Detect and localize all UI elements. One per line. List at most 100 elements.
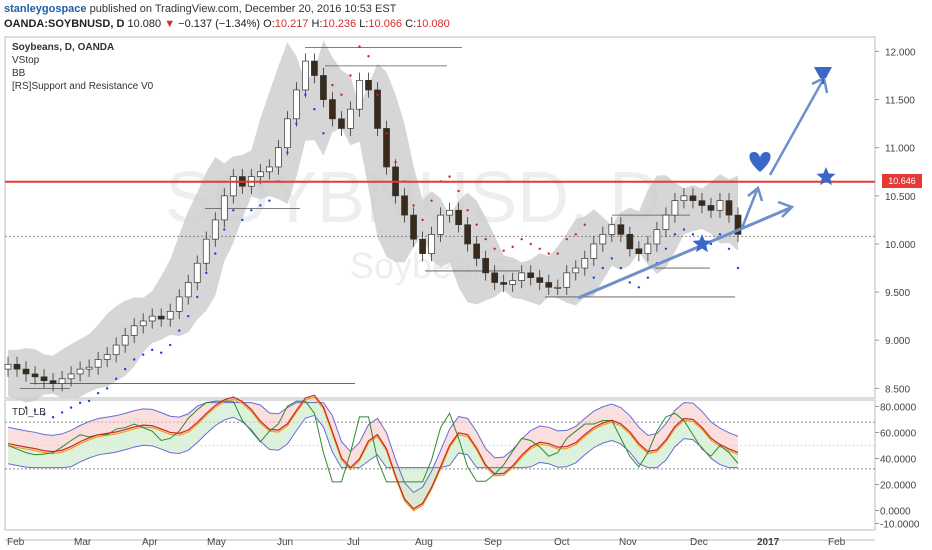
vstop-dot <box>187 314 190 318</box>
vstop-dot <box>205 271 208 275</box>
vstop-dot <box>349 74 352 77</box>
price-tick-label: 8.500 <box>885 384 910 395</box>
vstop-dot <box>538 247 541 250</box>
low-value: 10.066 <box>368 18 403 30</box>
candle-body <box>491 272 499 283</box>
vstop-dot <box>295 122 298 125</box>
vstop-dot <box>385 132 388 135</box>
candle-body <box>112 344 120 356</box>
vstop-dot <box>259 204 262 207</box>
candle-body <box>590 243 598 259</box>
star-icon <box>816 167 836 186</box>
candle-body <box>446 209 453 216</box>
legend-title: Soybeans, D, OANDA <box>12 42 115 53</box>
price-tick-label: 11.000 <box>885 144 915 155</box>
candle-body <box>572 267 580 274</box>
time-tick-label: Sep <box>484 537 502 548</box>
vstop-dot <box>394 160 397 164</box>
candle-body <box>4 363 12 370</box>
candle-body <box>85 366 93 370</box>
low-label: L: <box>359 18 369 30</box>
candle-body <box>401 195 408 216</box>
candle-body <box>662 214 670 230</box>
candle-body <box>410 214 417 240</box>
candle-body <box>103 354 111 360</box>
candle-body <box>365 79 372 91</box>
candle-body <box>148 315 156 322</box>
vstop-dot <box>69 406 73 409</box>
vstop-dot <box>178 329 181 332</box>
candle-body <box>302 60 309 91</box>
time-tick-label: Jun <box>277 537 293 548</box>
vstop-dot <box>367 55 370 58</box>
time-tick-label: Nov <box>619 537 637 548</box>
vstop-dot <box>475 223 478 226</box>
legend-item-sr[interactable]: [RS]Support and Resistance V0 <box>12 81 154 92</box>
legend-item-vstop[interactable]: VStop <box>12 55 40 66</box>
vstop-dot <box>673 233 677 236</box>
candle-body <box>40 376 48 382</box>
candle-body <box>166 311 174 320</box>
candle-body <box>13 363 21 370</box>
candle-body <box>94 359 102 368</box>
open-value: 10.217 <box>274 18 309 30</box>
vstop-dot <box>502 249 505 252</box>
vstop-dot <box>421 218 424 222</box>
tdi-pane-frame <box>4 399 876 531</box>
candle-body <box>689 195 697 202</box>
tdi-lower-fill <box>8 397 738 511</box>
time-tick-label: Feb <box>7 537 25 548</box>
candle-body <box>599 233 607 245</box>
candle-body <box>698 200 706 206</box>
open-label: O: <box>263 18 275 30</box>
candle-body <box>202 238 210 264</box>
author-link[interactable]: stanleygospace <box>4 3 87 15</box>
vstop-dot <box>601 266 605 270</box>
candle-body <box>338 118 345 129</box>
candle-body <box>184 282 192 298</box>
trendline-arrow <box>577 206 791 300</box>
candle-body <box>707 205 715 211</box>
candle-body <box>608 224 616 235</box>
tdi-signal-line <box>7 394 739 510</box>
candle-body <box>58 378 66 384</box>
vstop-dot <box>214 252 217 255</box>
candle-body <box>545 282 553 288</box>
vstop-dot <box>250 209 253 212</box>
star-icon <box>692 234 712 253</box>
vstop-dot <box>727 247 731 250</box>
arrow-up-2 <box>768 79 825 176</box>
vstop-dot <box>448 175 451 178</box>
publish-text: published on TradingView.com, December 2… <box>89 3 397 15</box>
price-tick-label: 12.000 <box>885 47 916 58</box>
tdi-tick-label: 20.0000 <box>880 481 917 492</box>
tdi-upper-band <box>7 402 739 494</box>
vstop-dot <box>484 237 487 241</box>
candle-body <box>536 277 544 283</box>
vstop-dot <box>646 276 650 279</box>
time-tick-label: 2017 <box>757 537 780 548</box>
vstop-dot <box>529 242 532 246</box>
vstop-dot <box>196 295 199 299</box>
bollinger-band-cloud <box>8 40 738 403</box>
vstop-dot <box>565 237 568 241</box>
candle-body <box>193 262 201 283</box>
vstop-dot <box>682 228 686 231</box>
price-tick-label: 9.500 <box>885 288 910 299</box>
candle-body <box>256 171 264 177</box>
vstop-dot <box>96 391 100 395</box>
arrow-up-1-head <box>747 185 764 202</box>
candle-body <box>67 373 75 380</box>
vstop-dot <box>610 257 614 260</box>
symbol-label: OANDA:SOYBNUSD, D <box>4 18 125 30</box>
tdi-legend: TDI_LB <box>12 407 46 418</box>
candle-body <box>374 89 381 129</box>
trendline-arrowhead <box>777 200 795 218</box>
candle-body <box>320 75 327 100</box>
vstop-dot <box>718 233 722 236</box>
vstop-dot <box>313 108 316 111</box>
vstop-dot <box>376 93 379 96</box>
legend-item-bb[interactable]: BB <box>12 68 26 79</box>
vstop-dot <box>547 252 550 255</box>
